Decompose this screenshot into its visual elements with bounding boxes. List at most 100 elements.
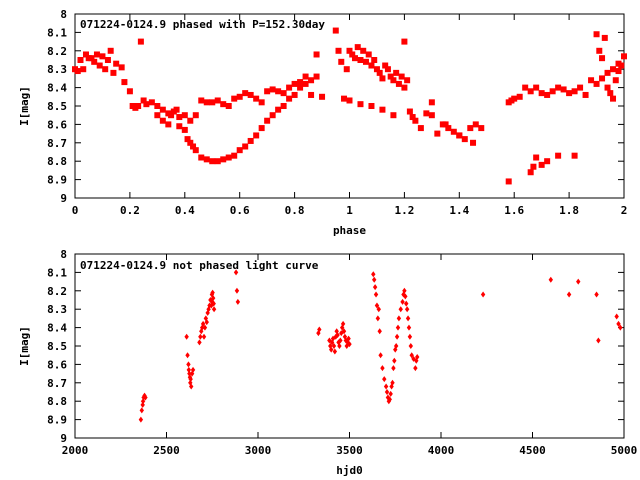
- data-point: [204, 319, 209, 326]
- data-point: [187, 370, 192, 377]
- data-point: [242, 143, 249, 150]
- data-point: [398, 306, 403, 313]
- data-point: [375, 315, 381, 322]
- data-point: [210, 289, 215, 296]
- data-point: [614, 313, 619, 320]
- data-point: [442, 121, 449, 128]
- data-point: [610, 66, 617, 73]
- data-point: [593, 31, 600, 38]
- data-point: [616, 320, 621, 327]
- data-point: [371, 57, 378, 63]
- data-point: [428, 99, 435, 106]
- data-point: [555, 84, 562, 91]
- data-point: [373, 291, 379, 298]
- data-point: [198, 333, 203, 340]
- data-point: [184, 333, 189, 340]
- data-point: [331, 343, 337, 349]
- data-point: [382, 62, 389, 69]
- data-point: [77, 57, 84, 63]
- data-point: [209, 158, 216, 165]
- data-point: [380, 365, 385, 372]
- data-point: [374, 302, 380, 309]
- data-point: [297, 84, 304, 91]
- data-point: [527, 88, 534, 95]
- data-point: [140, 401, 145, 408]
- x-tick-label: 4000: [428, 444, 455, 457]
- data-point: [478, 125, 485, 132]
- y-tick-label: 8.4: [47, 82, 67, 95]
- data-point: [544, 158, 551, 165]
- data-point: [395, 324, 401, 331]
- data-point: [198, 97, 205, 104]
- y-tick-label: 8.7: [47, 377, 67, 390]
- data-point: [107, 47, 114, 54]
- y-tick-label: 8: [60, 248, 67, 261]
- data-point: [403, 293, 408, 300]
- data-point: [184, 136, 191, 143]
- data-point: [82, 51, 89, 58]
- data-point: [159, 106, 166, 113]
- y-tick-label: 8.7: [47, 137, 67, 150]
- data-point: [596, 47, 603, 54]
- y-axis-label: I[mag]: [18, 86, 31, 126]
- y-tick-label: 8.3: [47, 303, 67, 316]
- data-point: [185, 352, 190, 359]
- data-point: [269, 86, 276, 93]
- data-point: [533, 154, 540, 161]
- y-tick-label: 8.8: [47, 395, 67, 408]
- data-point: [253, 95, 260, 102]
- phased-light-curve-panel: 0 0.2 0.4 0.6 0.8 1 1.2 1.4 1.6 1.8 2 8 8.1 8.2 8.3 8.4…: [18, 8, 627, 237]
- data-points: [138, 269, 623, 423]
- data-point: [593, 80, 600, 87]
- data-point: [548, 276, 553, 283]
- data-point: [409, 352, 414, 359]
- data-point: [286, 84, 293, 91]
- data-point: [220, 101, 227, 108]
- data-point: [118, 64, 125, 71]
- data-point: [480, 291, 486, 298]
- data-point: [615, 68, 622, 75]
- y-tick-label: 8.2: [47, 285, 67, 298]
- data-point: [192, 112, 199, 119]
- data-point: [329, 346, 334, 353]
- data-point: [234, 287, 240, 294]
- data-points: [72, 27, 627, 185]
- data-point: [181, 126, 188, 133]
- data-point: [211, 300, 216, 307]
- data-point: [187, 139, 194, 146]
- data-point: [275, 106, 282, 113]
- data-point: [313, 51, 320, 58]
- data-point: [210, 295, 216, 302]
- data-point: [236, 93, 243, 100]
- unphased-light-curve-panel: 2000 2500 3000 3500 4000 4500 5000 8 8.1 8.2 8.3 8.…: [18, 248, 637, 477]
- data-point: [404, 306, 410, 313]
- data-point: [406, 324, 412, 331]
- data-point: [113, 60, 120, 67]
- data-point: [199, 324, 205, 331]
- data-point: [415, 354, 420, 361]
- data-point: [126, 88, 133, 95]
- data-point: [607, 90, 614, 97]
- data-point: [138, 416, 144, 423]
- data-point: [269, 112, 276, 119]
- data-point: [400, 298, 405, 305]
- data-point: [379, 75, 386, 82]
- data-point: [188, 376, 193, 383]
- data-point: [187, 117, 194, 124]
- data-point: [308, 91, 315, 98]
- data-point: [275, 88, 282, 95]
- data-point: [176, 123, 183, 130]
- data-point: [197, 339, 202, 346]
- data-point: [159, 117, 166, 124]
- data-point: [291, 91, 298, 98]
- data-point: [560, 86, 567, 93]
- x-tick-label: 2: [621, 204, 628, 217]
- data-point: [154, 103, 161, 109]
- data-point: [308, 77, 315, 84]
- data-point: [368, 103, 375, 109]
- data-point: [91, 58, 98, 65]
- data-point: [538, 161, 545, 168]
- data-point: [395, 80, 402, 87]
- x-tick-label: 0.4: [175, 204, 195, 217]
